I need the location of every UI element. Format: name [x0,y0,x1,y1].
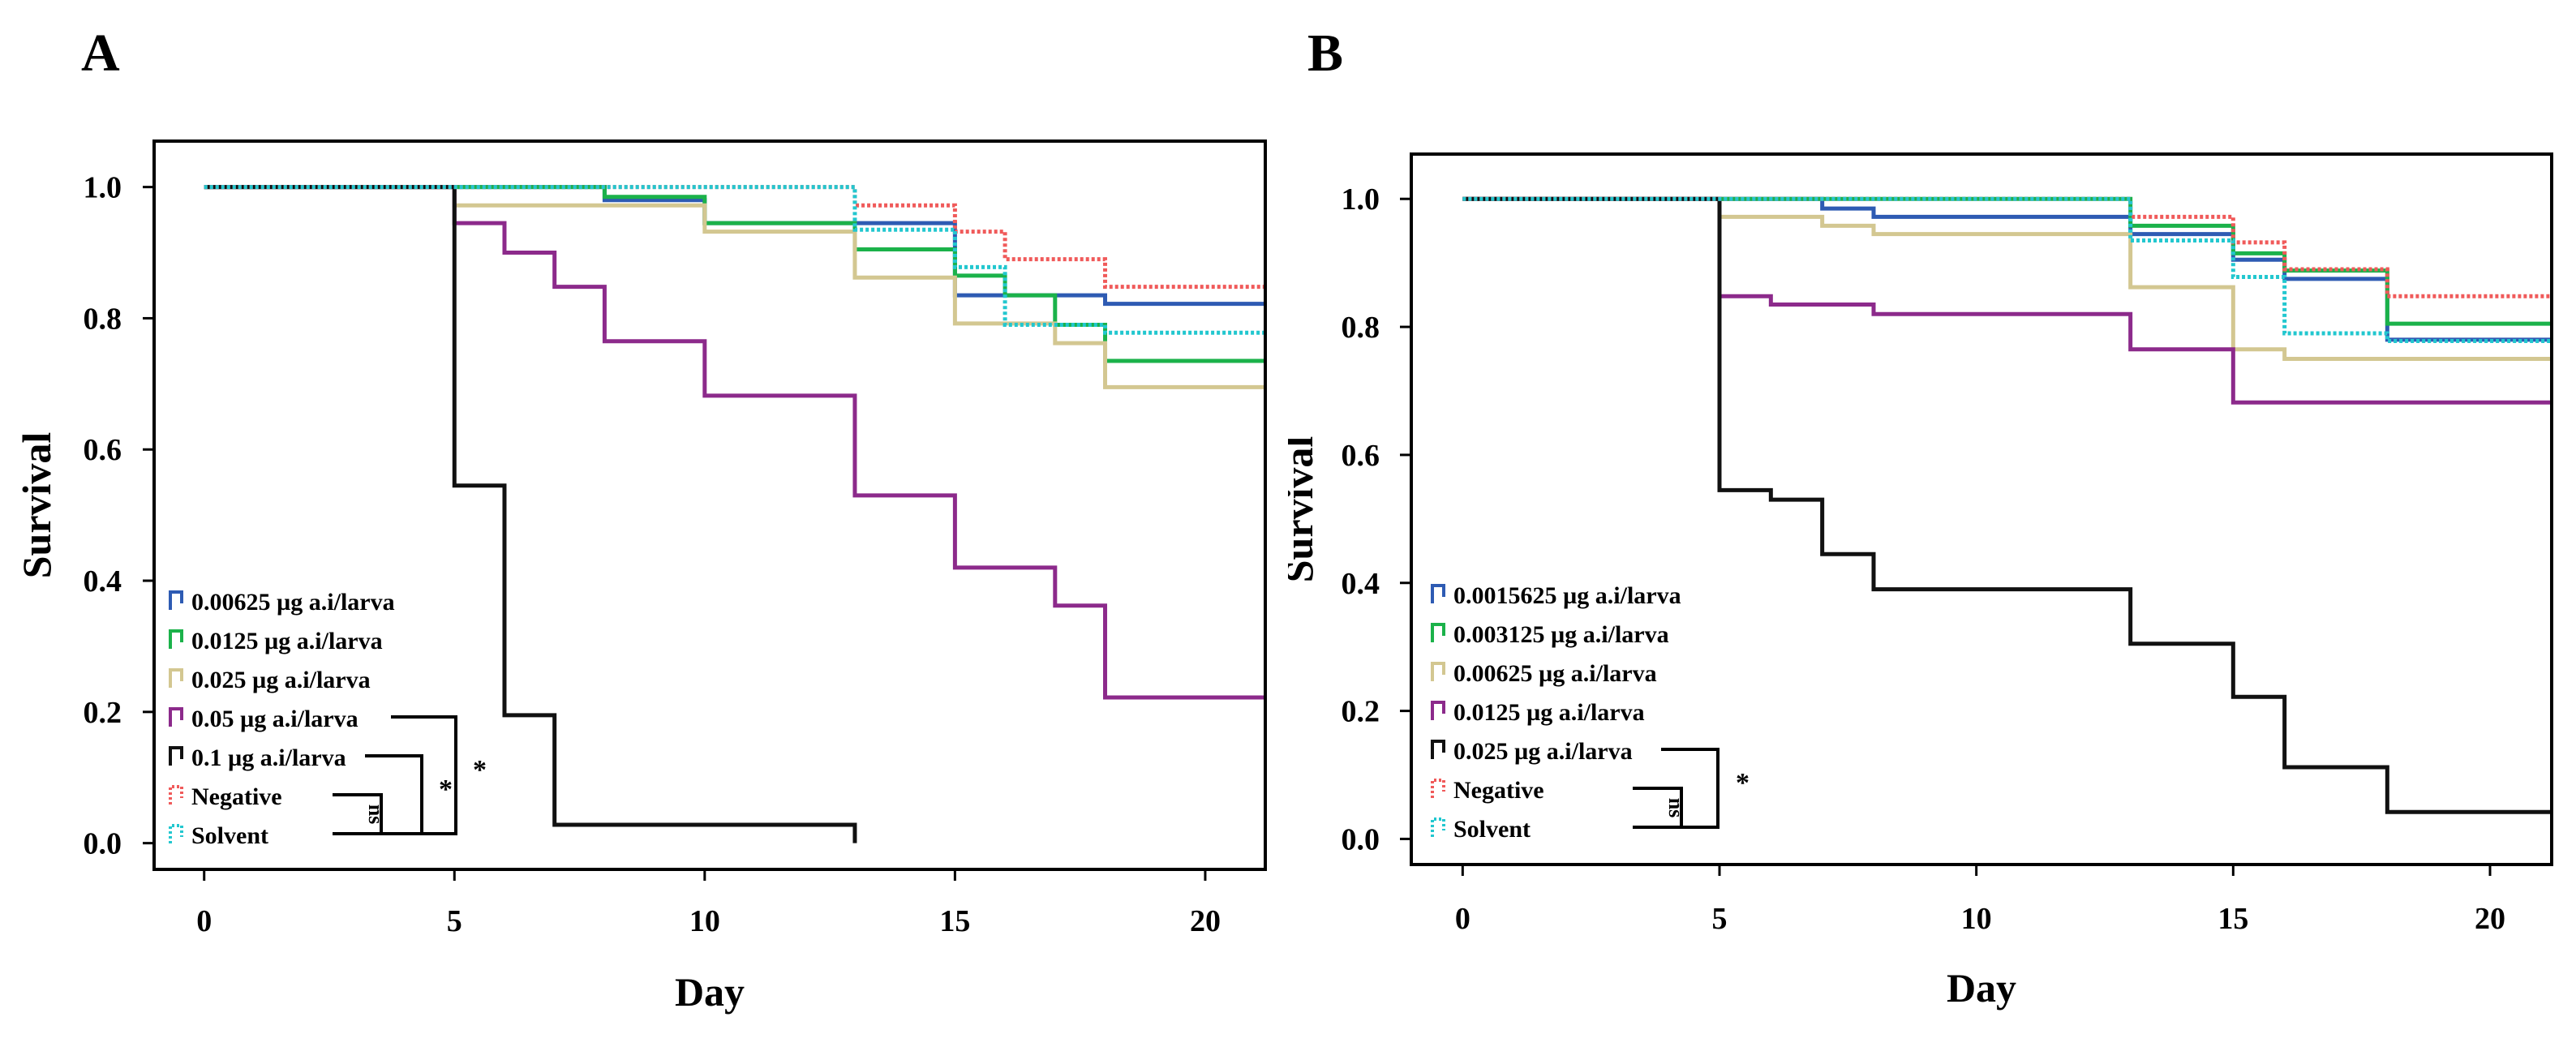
legend-swatch [169,629,183,649]
x-tick-label: 15 [939,904,970,938]
significance-bracket [391,715,457,835]
y-tick-label: 0.8 [1342,311,1380,345]
legend-swatch [1431,662,1445,681]
legend: 0.0015625 µg a.i/larva 0.003125 µg a.i/la… [1431,582,1681,843]
panel-letter-b: B [1307,24,1344,83]
legend-label: 0.0125 µg a.i/larva [1453,699,1645,726]
survival-chart-a: 0 5 10 15 20 0.0 0.2 0.4 0.6 0.8 1.0 Day Survival 0.0… [14,139,1267,1015]
x-tick-label: 10 [1961,902,1992,936]
legend-swatch [169,668,183,688]
significance-bracket [333,793,383,835]
significance-ns-label: ns [1664,798,1688,818]
series-line-7 [204,185,1265,335]
series-line-3 [1462,196,2552,362]
series-line-3 [204,185,1265,389]
series-line-6 [204,185,1265,290]
legend-label: 0.00625 µg a.i/larva [1453,660,1657,687]
significance-star-label: * [473,755,487,785]
legend-swatch [169,824,183,843]
legend-label: 0.0125 µg a.i/larva [191,628,383,654]
y-tick-label: 0.6 [84,433,122,467]
legend-swatch [1431,584,1445,603]
y-axis-title: Survival [1288,436,1321,583]
legend-swatch [1431,701,1445,720]
plot-area [204,185,1265,843]
legend-label: Negative [191,783,282,810]
legend-label: 0.1 µg a.i/larva [191,744,346,771]
y-tick-label: 1.0 [84,171,122,205]
x-axis-title: Day [675,969,745,1015]
legend-label: Solvent [1453,816,1531,843]
significance-star-label: * [1736,768,1750,798]
series-line-6 [1462,196,2552,298]
legend-label: Negative [1453,777,1544,804]
panel-letter-a: A [81,24,120,83]
legend-label: 0.00625 µg a.i/larva [191,589,395,616]
legend-label: Solvent [191,822,268,849]
x-tick-label: 0 [1455,902,1470,936]
legend-label: 0.05 µg a.i/larva [191,706,358,732]
plot-frame [1410,152,2553,866]
x-tick-label: 10 [689,904,720,938]
series-line-7 [1462,196,2552,343]
x-tick-label: 20 [1190,904,1221,938]
x-tick-label: 0 [196,904,212,938]
plot-area [1462,196,2552,814]
legend-label: 0.025 µg a.i/larva [1453,738,1633,765]
y-tick-label: 0.4 [84,564,122,599]
y-tick-label: 0.2 [84,696,122,730]
significance-ns-label: ns [364,805,388,825]
x-tick-label: 5 [447,904,462,938]
legend-swatch [169,746,183,766]
series-line-5 [204,185,857,843]
legend-label: 0.025 µg a.i/larva [191,667,371,693]
legend-swatch [169,707,183,727]
legend-swatch [1431,740,1445,759]
legend-swatch [1431,623,1445,642]
legend-label: 0.0015625 µg a.i/larva [1453,582,1681,609]
y-tick-label: 0.0 [84,827,122,861]
legend-swatch [169,590,183,610]
plot-frame [152,139,1267,871]
x-tick-label: 5 [1712,902,1728,936]
legend: 0.00625 µg a.i/larva 0.0125 µg a.i/larva 0… [169,589,395,849]
significance-bracket [1633,787,1683,829]
y-tick-label: 0.8 [84,302,122,336]
y-tick-label: 0.6 [1342,439,1380,473]
y-tick-label: 1.0 [1342,182,1380,217]
series-line-4 [204,185,1265,700]
legend-swatch [1431,817,1445,837]
x-axis-title: Day [1947,965,2016,1011]
x-tick-label: 15 [2218,902,2248,936]
series-line-5 [1462,196,2552,814]
y-axis-title: Survival [14,432,59,579]
significance-bracket [1661,748,1719,829]
legend-swatch [169,785,183,805]
y-tick-label: 0.0 [1342,822,1380,856]
legend-swatch [1431,779,1445,798]
y-tick-label: 0.2 [1342,695,1380,729]
x-tick-label: 20 [2475,902,2505,936]
legend-label: 0.003125 µg a.i/larva [1453,621,1669,648]
significance-star-label: * [439,775,453,805]
survival-chart-b: 0 5 10 15 20 0.0 0.2 0.4 0.6 0.8 1.0 Day Survival 0.0… [1288,152,2553,1011]
y-tick-label: 0.4 [1342,567,1380,601]
